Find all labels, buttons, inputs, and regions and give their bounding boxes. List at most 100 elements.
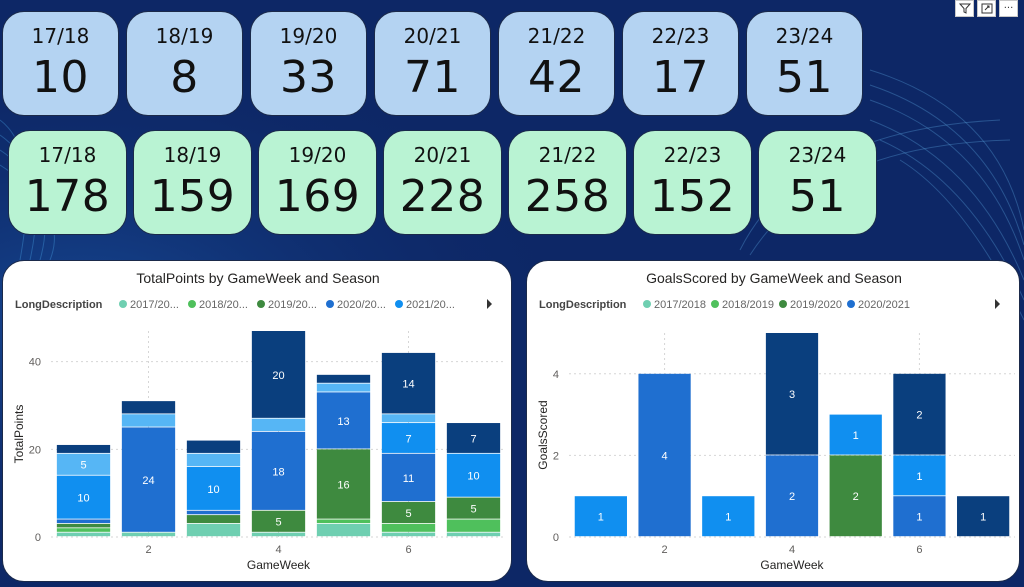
y-tick-label: 20 — [29, 444, 41, 456]
bar-segment — [765, 333, 819, 455]
x-axis-title: GameWeek — [760, 558, 824, 572]
x-axis-title: GameWeek — [247, 558, 311, 572]
goals-card[interactable]: 17/18 10 — [2, 11, 119, 116]
bar-segment — [56, 528, 111, 532]
goals-card[interactable]: 20/21 71 — [374, 11, 491, 116]
filter-icon — [958, 3, 971, 14]
goals-card[interactable]: 23/24 51 — [746, 11, 863, 116]
legend-item: 2017/2018 — [654, 299, 706, 311]
data-label: 2 — [789, 491, 795, 503]
card-season: 17/18 — [38, 143, 97, 167]
bar-segment — [251, 418, 306, 432]
y-axis-title: TotalPoints — [12, 405, 26, 464]
card-value: 71 — [404, 52, 461, 103]
points-card[interactable]: 17/18 178 — [8, 130, 127, 235]
bar-segment — [186, 453, 241, 467]
bar-segment — [446, 519, 501, 532]
legend-title: LongDescription — [15, 299, 103, 311]
data-label: 10 — [77, 493, 89, 505]
points-card[interactable]: 19/20 169 — [258, 130, 377, 235]
goals-card[interactable]: 19/20 33 — [250, 11, 367, 116]
card-season: 18/19 — [155, 24, 214, 48]
y-tick-label: 40 — [29, 357, 41, 369]
x-tick-label: 6 — [405, 544, 411, 556]
goals-card[interactable]: 18/19 8 — [126, 11, 243, 116]
data-label: 7 — [470, 433, 476, 445]
bar-segment — [251, 431, 306, 510]
data-label: 1 — [916, 512, 922, 524]
points-card[interactable]: 22/23 152 — [633, 130, 752, 235]
bar-segment — [121, 532, 176, 537]
card-value: 51 — [776, 52, 833, 103]
bar-segment — [121, 401, 176, 414]
total-points-chart-card[interactable]: TotalPoints by GameWeek and Season LongDe… — [2, 260, 512, 582]
more-options-button[interactable]: ··· — [999, 0, 1018, 17]
bar-segment — [446, 532, 501, 537]
legend-item: 2018/2019 — [722, 299, 774, 311]
bar-segment — [186, 440, 241, 453]
legend-item: 2020/2021 — [858, 299, 910, 311]
points-card[interactable]: 18/19 159 — [133, 130, 252, 235]
points-card-row: 17/18 178 18/19 159 19/20 169 20/21 228 … — [8, 130, 877, 235]
bar-segment — [446, 497, 501, 519]
x-tick-label: 2 — [662, 544, 668, 556]
data-label: 16 — [337, 479, 349, 491]
card-value: 17 — [652, 52, 709, 103]
bar-segment — [316, 523, 371, 537]
goals-scored-chart: GoalsScored by GameWeek and Season LongDe… — [536, 270, 1015, 572]
bar-segment — [381, 523, 436, 532]
data-label: 7 — [405, 433, 411, 445]
bar-segment — [381, 423, 436, 453]
card-value: 159 — [149, 171, 236, 222]
bar-segment — [893, 373, 946, 455]
card-season: 17/18 — [31, 24, 90, 48]
card-value: 178 — [24, 171, 111, 222]
goals-card[interactable]: 21/22 42 — [498, 11, 615, 116]
goals-scored-chart-card[interactable]: GoalsScored by GameWeek and Season LongDe… — [526, 260, 1020, 582]
bar-segment — [56, 444, 111, 453]
bar-segment — [893, 496, 946, 537]
bar-segment — [702, 496, 755, 537]
points-card[interactable]: 21/22 258 — [508, 130, 627, 235]
data-label: 3 — [789, 389, 795, 401]
y-tick-label: 0 — [553, 532, 559, 544]
data-label: 2 — [916, 410, 922, 422]
bar-segment — [829, 455, 882, 537]
card-value: 228 — [399, 171, 486, 222]
points-card[interactable]: 23/24 51 — [758, 130, 877, 235]
bar-segment — [446, 423, 501, 453]
data-label: 1 — [916, 471, 922, 483]
data-label: 20 — [272, 370, 284, 382]
card-season: 20/21 — [403, 24, 462, 48]
card-season: 20/21 — [413, 143, 472, 167]
y-tick-label: 4 — [553, 369, 559, 381]
data-label: 10 — [467, 471, 479, 483]
bar-segment — [251, 331, 306, 418]
legend-item: 2017/20... — [130, 299, 179, 311]
bar-segment — [893, 455, 946, 496]
data-label: 2 — [853, 491, 859, 503]
goals-card-row: 17/18 10 18/19 8 19/20 33 20/21 71 21/22… — [2, 11, 863, 116]
x-tick-label: 4 — [789, 544, 795, 556]
bar-segment — [186, 523, 241, 537]
bar-segment — [957, 496, 1010, 537]
bar-segment — [829, 414, 882, 455]
focus-mode-button[interactable] — [977, 0, 996, 17]
data-label: 10 — [207, 484, 219, 496]
bar-segment — [381, 453, 436, 502]
filter-button[interactable] — [955, 0, 974, 17]
points-card[interactable]: 20/21 228 — [383, 130, 502, 235]
bar-segment — [56, 519, 111, 524]
total-points-chart: TotalPoints by GameWeek and Season LongDe… — [12, 270, 506, 572]
legend-marker — [395, 300, 403, 308]
x-tick-label: 2 — [145, 544, 151, 556]
legend-marker — [847, 300, 855, 308]
legend-marker — [257, 300, 265, 308]
card-value: 51 — [789, 171, 846, 222]
legend-next-arrow — [995, 299, 1000, 309]
goals-card[interactable]: 22/23 17 — [622, 11, 739, 116]
legend-item: 2018/20... — [199, 299, 248, 311]
bar-segment — [316, 392, 371, 449]
data-label: 4 — [662, 450, 668, 462]
bar-segment — [574, 496, 627, 537]
